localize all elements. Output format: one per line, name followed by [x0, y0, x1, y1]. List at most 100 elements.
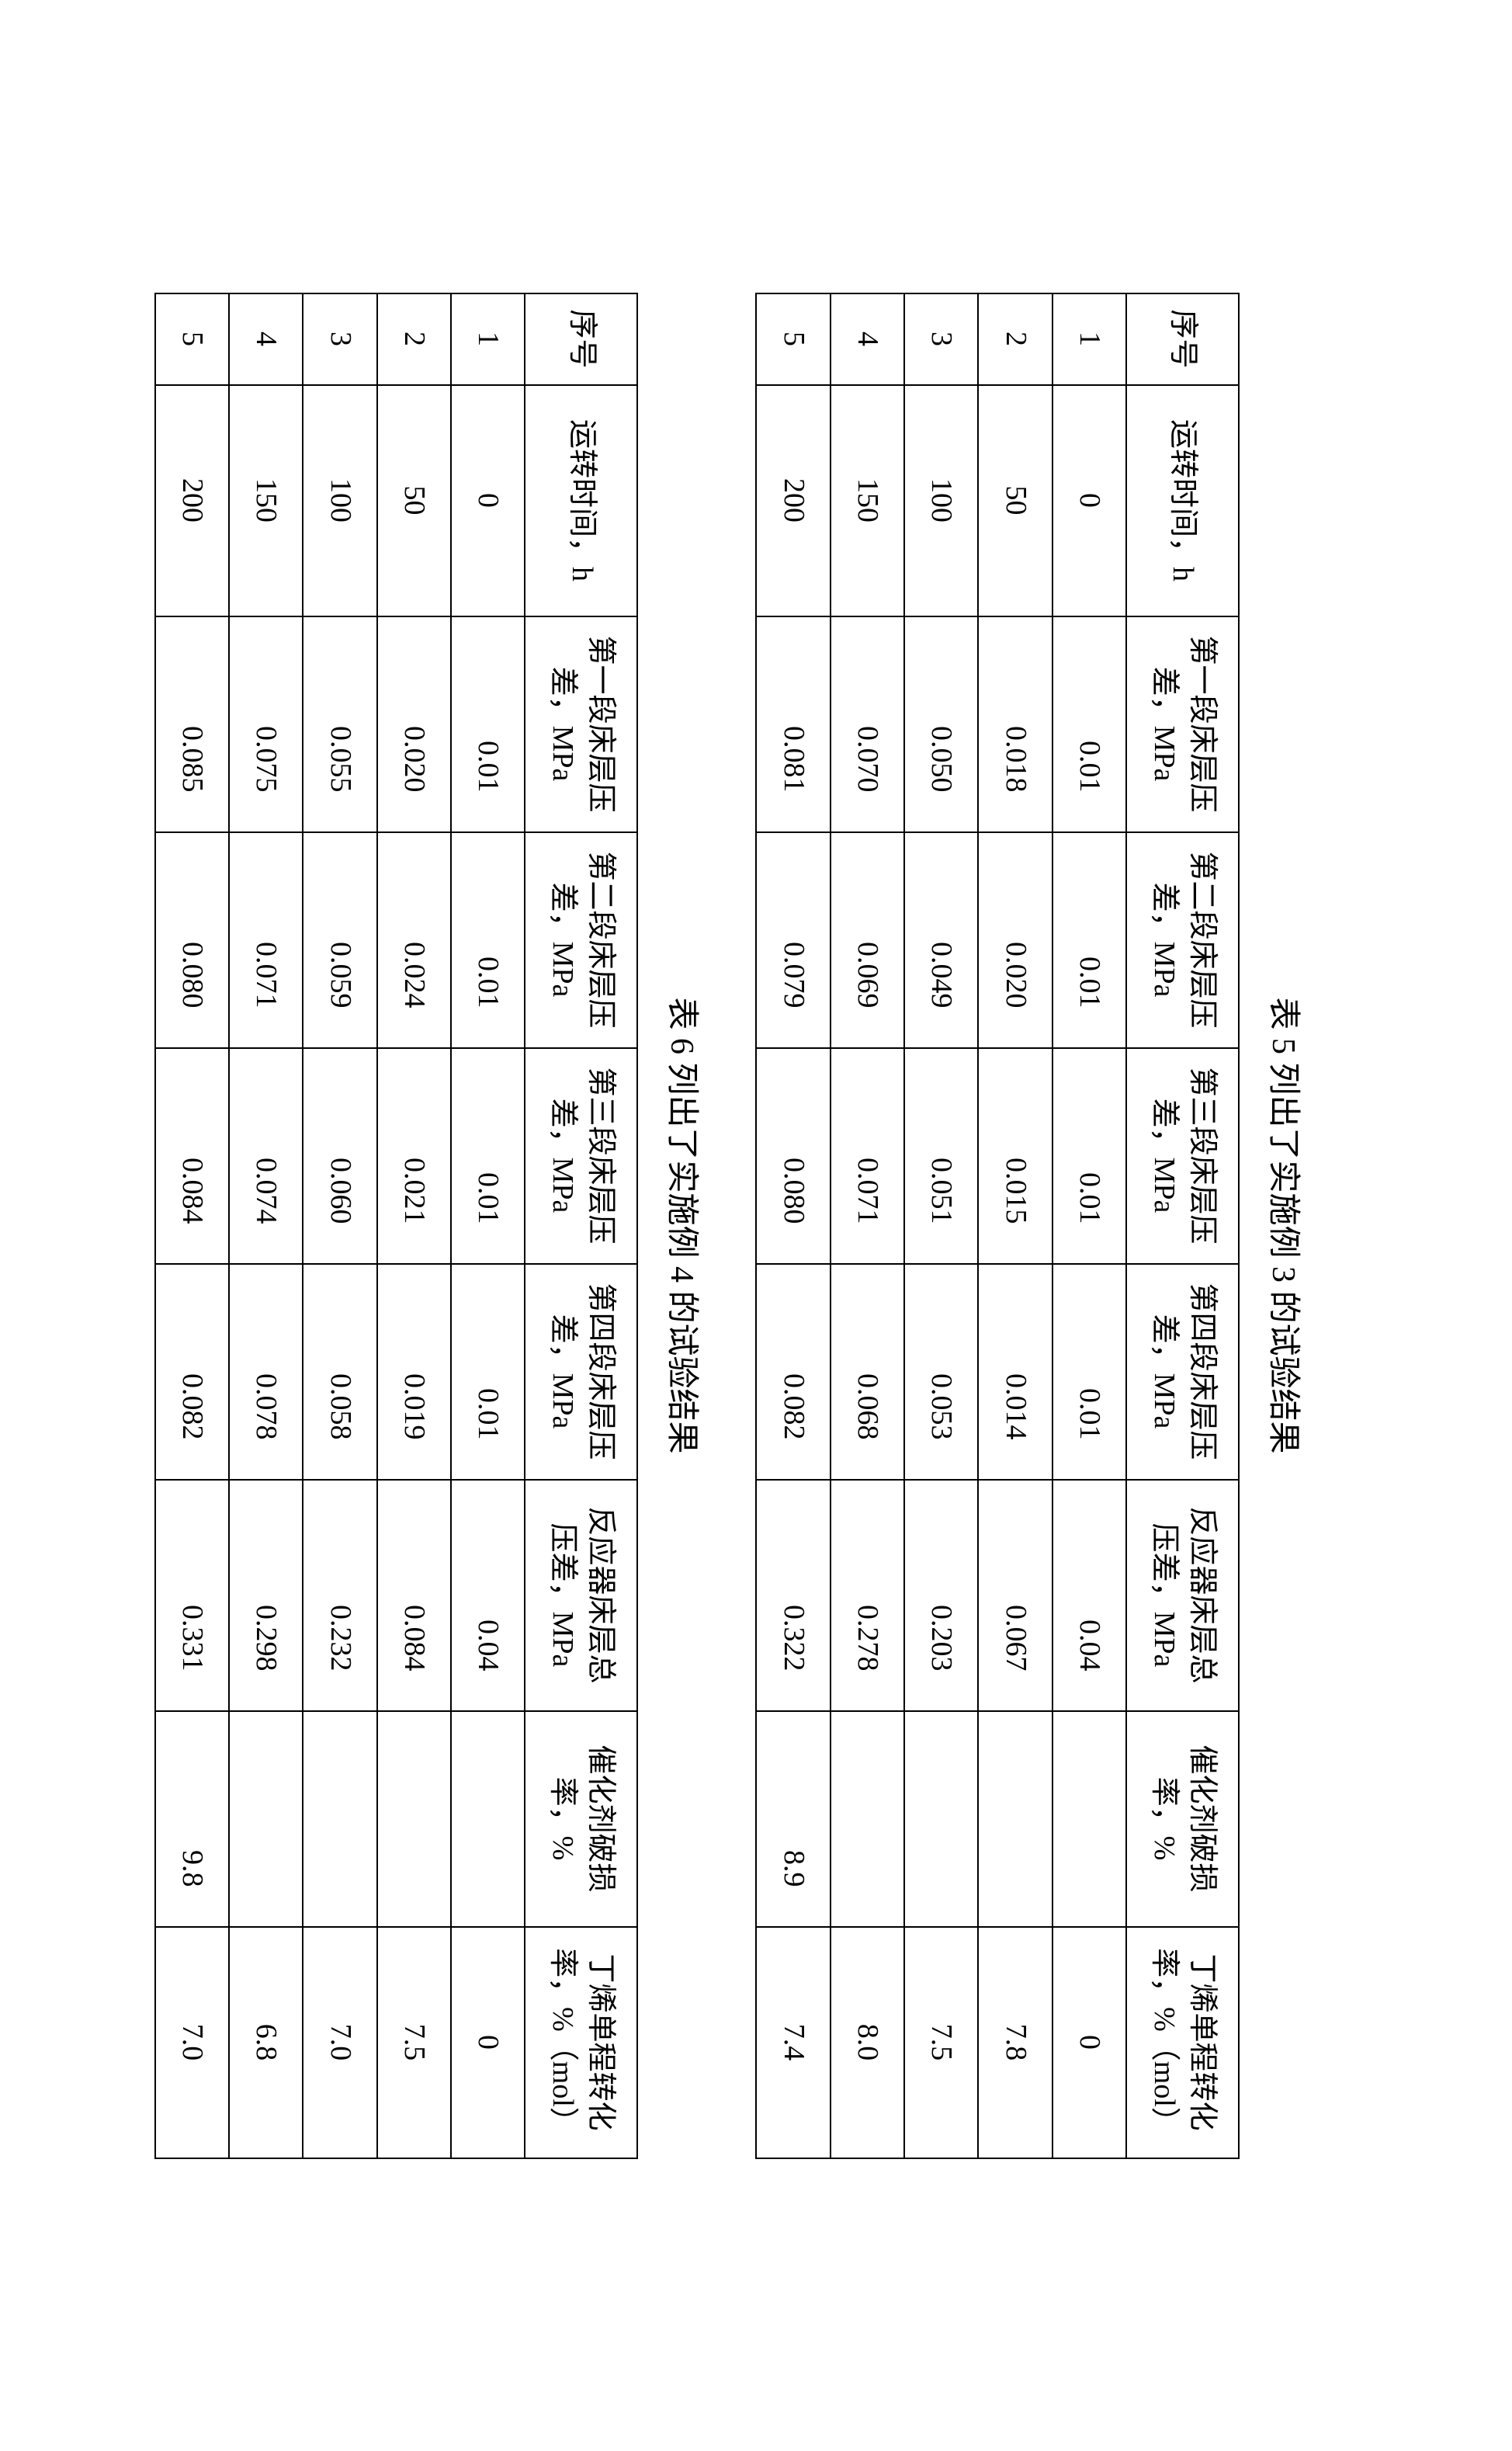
table-row: 41500.0700.0690.0710.0680.278 8.0 [831, 293, 904, 2158]
col-time: 运转时间，h [525, 385, 637, 616]
table-row: 2500.0180.0200.0150.0140.0677.8 [978, 293, 1052, 2158]
col-conv: 丁烯单程转化率，%（mol） [1126, 1927, 1239, 2158]
table-cell: 50 [377, 385, 451, 616]
rotated-page: 表 5 列出了实施例 3 的试验结果 序号 运转时间，h 第一段床层压差，MPa… [0, 0, 1512, 2451]
col-seq: 序号 [525, 293, 637, 385]
table-cell: 0.278 [831, 1480, 904, 1711]
table-cell: 150 [831, 385, 904, 616]
table-cell: 0.01 [451, 616, 525, 832]
col-time: 运转时间，h [1126, 385, 1239, 616]
col-total: 反应器床层总压差，MPa [1126, 1480, 1239, 1711]
col-conv: 丁烯单程转化率，%（mol） [525, 1927, 637, 2158]
col-seq: 序号 [1126, 293, 1239, 385]
col-p1: 第一段床层压差，MPa [1126, 616, 1239, 832]
col-p3: 第三段床层压差，MPa [1126, 1048, 1239, 1264]
table-cell: 4 [831, 293, 904, 385]
table-cell: 0.080 [756, 1048, 830, 1264]
table-cell: 4 [229, 293, 303, 385]
table-cell: 2 [978, 293, 1052, 385]
table-cell: 0.067 [978, 1480, 1052, 1711]
table-cell: 0 [1053, 385, 1126, 616]
table-cell: 0.078 [229, 1264, 303, 1480]
table-cell: 200 [155, 385, 229, 616]
table-cell: 0.068 [831, 1264, 904, 1480]
table6-header-row: 序号 运转时间，h 第一段床层压差，MPa 第二段床层压差，MPa 第三段床层压… [525, 293, 637, 2158]
table6-caption: 表 6 列出了实施例 4 的试验结果 [661, 997, 709, 1453]
table-cell: 0.049 [904, 832, 978, 1048]
table5-body: 100.010.010.010.010.0402500.0180.0200.01… [756, 293, 1126, 2158]
table-cell: 3 [904, 293, 978, 385]
table-cell: 1 [1053, 293, 1126, 385]
col-breakage: 催化剂破损率，% [525, 1711, 637, 1927]
table-cell: 100 [303, 385, 376, 616]
table-cell: 7.8 [978, 1927, 1052, 2158]
table-cell: 7.0 [155, 1927, 229, 2158]
table-cell: 0.084 [377, 1480, 451, 1711]
table-cell: 7.4 [756, 1927, 830, 2158]
table-cell: 0.018 [978, 616, 1052, 832]
table-cell: 0.058 [303, 1264, 376, 1480]
table-cell: 0.01 [1053, 1264, 1126, 1480]
table-cell: 0.080 [155, 832, 229, 1048]
table-cell: 0.070 [831, 616, 904, 832]
table-cell: 0.020 [377, 616, 451, 832]
table-cell: 3 [303, 293, 376, 385]
table-row: 52000.0810.0790.0800.0820.3228.97.4 [756, 293, 830, 2158]
table-cell: 150 [229, 385, 303, 616]
table-cell: 0.015 [978, 1048, 1052, 1264]
table-cell: 0.322 [756, 1480, 830, 1711]
table-cell: 0 [1053, 1927, 1126, 2158]
table-cell: 0.04 [451, 1480, 525, 1711]
table-cell: 7.5 [377, 1927, 451, 2158]
table-cell: 50 [978, 385, 1052, 616]
table5: 序号 运转时间，h 第一段床层压差，MPa 第二段床层压差，MPa 第三段床层压… [755, 293, 1240, 2159]
table-cell: 0.019 [377, 1264, 451, 1480]
table-cell: 0.050 [904, 616, 978, 832]
table-cell [978, 1711, 1052, 1927]
table-cell [451, 1711, 525, 1927]
table-cell [377, 1711, 451, 1927]
col-p4: 第四段床层压差，MPa [1126, 1264, 1239, 1480]
table-cell: 5 [155, 293, 229, 385]
table-cell: 0.01 [1053, 1048, 1126, 1264]
table-cell: 1 [451, 293, 525, 385]
table-cell: 0.01 [451, 1048, 525, 1264]
table-cell [303, 1711, 376, 1927]
table-cell [904, 1711, 978, 1927]
table-cell: 0.075 [229, 616, 303, 832]
table-cell: 200 [756, 385, 830, 616]
table6: 序号 运转时间，h 第一段床层压差，MPa 第二段床层压差，MPa 第三段床层压… [154, 293, 639, 2159]
table-cell: 0.071 [831, 1048, 904, 1264]
col-p1: 第一段床层压差，MPa [525, 616, 637, 832]
table-cell: 7.0 [303, 1927, 376, 2158]
table-cell: 0.051 [904, 1048, 978, 1264]
col-breakage: 催化剂破损率，% [1126, 1711, 1239, 1927]
col-p2: 第二段床层压差，MPa [1126, 832, 1239, 1048]
table-cell: 0.01 [1053, 616, 1126, 832]
table-cell: 0.074 [229, 1048, 303, 1264]
table-cell: 0 [451, 1927, 525, 2158]
table-cell: 0.014 [978, 1264, 1052, 1480]
table-cell: 0.01 [451, 1264, 525, 1480]
table-cell: 0.069 [831, 832, 904, 1048]
table-cell: 0.021 [377, 1048, 451, 1264]
table-cell: 0.085 [155, 616, 229, 832]
table-row: 31000.0550.0590.0600.0580.2327.0 [303, 293, 376, 2158]
table-cell: 0.053 [904, 1264, 978, 1480]
table-cell: 0.084 [155, 1048, 229, 1264]
table-cell: 8.0 [831, 1927, 904, 2158]
table-cell: 0.055 [303, 616, 376, 832]
table-cell: 100 [904, 385, 978, 616]
table-row: 31000.0500.0490.0510.0530.203 7.5 [904, 293, 978, 2158]
table-cell: 0.232 [303, 1480, 376, 1711]
table-cell: 8.9 [756, 1711, 830, 1927]
table-cell [1053, 1711, 1126, 1927]
table-cell: 7.5 [904, 1927, 978, 2158]
table-cell: 9.8 [155, 1711, 229, 1927]
table-cell: 2 [377, 293, 451, 385]
table-cell: 0.331 [155, 1480, 229, 1711]
table-cell: 0.203 [904, 1480, 978, 1711]
table-cell: 0.298 [229, 1480, 303, 1711]
table-row: 100.010.010.010.010.040 [1053, 293, 1126, 2158]
table-cell: 0.04 [1053, 1480, 1126, 1711]
